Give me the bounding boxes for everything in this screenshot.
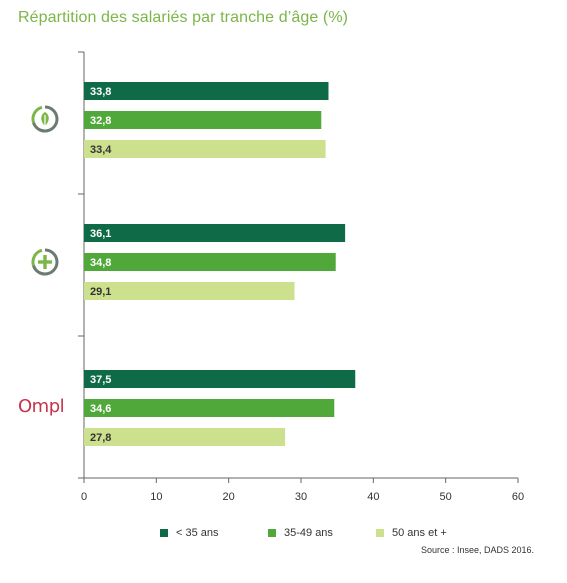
bar-value-label: 33,4	[90, 144, 112, 156]
bar-value-label: 32,8	[90, 115, 111, 127]
legend-label: 35-49 ans	[284, 527, 333, 539]
x-tick-label: 60	[512, 491, 524, 503]
bar	[84, 428, 286, 446]
x-tick-label: 40	[367, 491, 379, 503]
x-tick-label: 0	[81, 491, 87, 503]
legend-item-under-35: < 35 ans	[160, 527, 219, 539]
bar	[84, 253, 336, 271]
bar	[84, 399, 335, 417]
ompl-logo: Ompl	[18, 396, 65, 417]
bar	[84, 224, 346, 242]
legend-label: < 35 ans	[176, 527, 219, 539]
legend-item-35-49: 35-49 ans	[268, 527, 333, 539]
plus-circle-icon	[31, 248, 59, 276]
bar	[84, 140, 326, 158]
x-tick-label: 50	[440, 491, 452, 503]
bar-value-label: 29,1	[90, 286, 111, 298]
x-tick-label: 10	[150, 491, 162, 503]
chart-title: Répartition des salariés par tranche d’â…	[18, 9, 349, 26]
bar	[84, 282, 295, 300]
source-note: Source : Insee, DADS 2016.	[421, 545, 535, 555]
bar-value-label: 33,8	[90, 86, 111, 98]
legend-item-50-plus: 50 ans et +	[376, 527, 447, 539]
bar-value-label: 34,8	[90, 257, 111, 269]
bar-value-label: 36,1	[90, 228, 111, 240]
x-tick-label: 20	[223, 491, 235, 503]
bar	[84, 82, 329, 100]
legend-swatch	[376, 529, 384, 537]
bar-value-label: 27,8	[90, 432, 111, 444]
legend-label: 50 ans et +	[392, 527, 447, 539]
legend-swatch	[268, 529, 276, 537]
recycle-leaf-icon	[31, 105, 59, 133]
legend-swatch	[160, 529, 168, 537]
bar	[84, 370, 356, 388]
bars: 33,8 36,1 37,5 32,8 34,8 34,6 33,4 29,1 27,8	[84, 82, 356, 446]
bar-value-label: 37,5	[90, 374, 111, 386]
x-tick-label: 30	[295, 491, 307, 503]
bar-value-label: 34,6	[90, 403, 111, 415]
bar	[84, 111, 322, 129]
